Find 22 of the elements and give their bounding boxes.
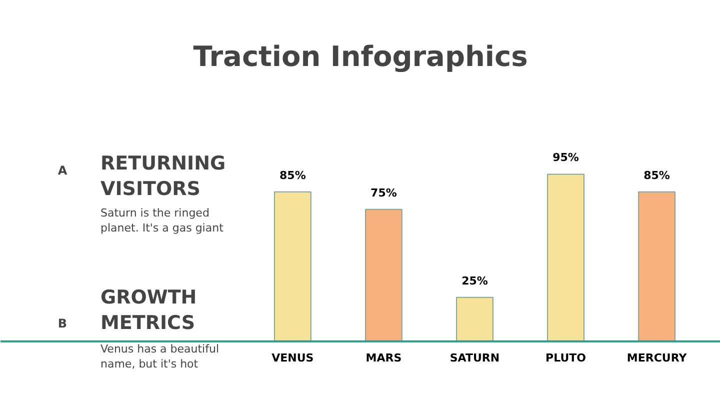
text: Venus has a beautiful name, but it's hot [100,342,220,370]
data-label: 95% [552,151,579,164]
data-label: 85% [644,168,670,182]
x-tick-label: PLUTO [546,352,586,365]
data-label: 25% [462,274,488,288]
text: Saturn is the ringed planet. It's a gas giant [100,206,224,234]
data-label: 75% [370,186,397,200]
text: B [58,316,68,330]
text: A [58,164,68,178]
x-tick-label: SATURN [450,352,500,365]
x-tick-label: VENUS [272,352,314,365]
bar [638,191,676,342]
x-tick-label: MARS [366,352,402,365]
data-label: 85% [280,168,306,182]
bar [456,296,494,342]
bar [365,208,402,342]
bar [547,174,584,342]
bar [274,191,312,342]
text: GROWTH METRICS [100,286,197,334]
text: RETURNING VISITORS [100,152,226,200]
chart-title: Traction Infographics [193,40,528,73]
x-tick-label: MERCURY [626,352,688,365]
